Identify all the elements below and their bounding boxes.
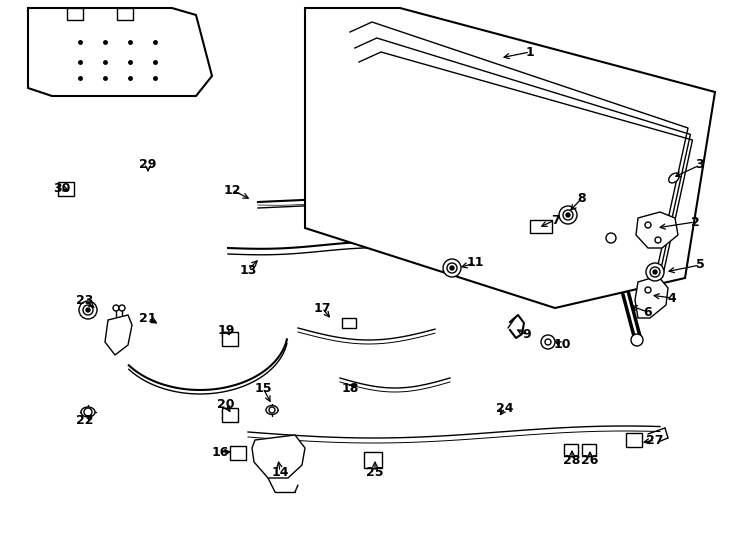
Circle shape bbox=[86, 308, 90, 312]
Text: 11: 11 bbox=[466, 256, 484, 269]
Circle shape bbox=[79, 301, 97, 319]
Text: 2: 2 bbox=[691, 215, 700, 228]
Text: 16: 16 bbox=[211, 446, 229, 458]
Text: 29: 29 bbox=[139, 159, 156, 172]
Text: 4: 4 bbox=[668, 292, 676, 305]
Circle shape bbox=[645, 222, 651, 228]
Circle shape bbox=[119, 305, 125, 311]
Polygon shape bbox=[105, 315, 132, 355]
Bar bbox=[564, 444, 578, 456]
Text: 17: 17 bbox=[313, 301, 331, 314]
Circle shape bbox=[447, 263, 457, 273]
Circle shape bbox=[566, 213, 570, 217]
Text: 23: 23 bbox=[76, 294, 94, 307]
Circle shape bbox=[559, 206, 577, 224]
Bar bbox=[530, 220, 552, 233]
Text: 30: 30 bbox=[54, 181, 70, 194]
Text: 13: 13 bbox=[239, 264, 257, 276]
Text: 20: 20 bbox=[217, 399, 235, 411]
Circle shape bbox=[645, 287, 651, 293]
Circle shape bbox=[563, 210, 573, 220]
Ellipse shape bbox=[266, 406, 278, 415]
Bar bbox=[58, 182, 74, 196]
Text: 25: 25 bbox=[366, 465, 384, 478]
Text: 10: 10 bbox=[553, 339, 571, 352]
Circle shape bbox=[84, 408, 92, 416]
Polygon shape bbox=[28, 8, 212, 96]
Text: 8: 8 bbox=[578, 192, 586, 205]
Circle shape bbox=[545, 339, 551, 345]
Text: 1: 1 bbox=[526, 45, 534, 58]
Bar bbox=[117, 8, 133, 20]
Text: 19: 19 bbox=[217, 323, 235, 336]
Circle shape bbox=[653, 270, 657, 274]
Circle shape bbox=[83, 305, 93, 315]
Text: 6: 6 bbox=[644, 306, 653, 319]
Text: 5: 5 bbox=[696, 259, 705, 272]
Text: 3: 3 bbox=[696, 159, 705, 172]
Circle shape bbox=[650, 267, 660, 277]
Text: 7: 7 bbox=[550, 213, 559, 226]
Circle shape bbox=[269, 407, 275, 413]
Bar bbox=[222, 332, 238, 346]
Text: 28: 28 bbox=[563, 454, 581, 467]
Bar bbox=[230, 446, 246, 460]
Ellipse shape bbox=[81, 407, 95, 417]
Text: 15: 15 bbox=[254, 381, 272, 395]
Text: 21: 21 bbox=[139, 312, 157, 325]
Circle shape bbox=[631, 334, 643, 346]
Polygon shape bbox=[305, 8, 715, 308]
Polygon shape bbox=[636, 212, 678, 248]
Circle shape bbox=[113, 305, 119, 311]
Circle shape bbox=[443, 259, 461, 277]
Bar bbox=[342, 318, 356, 328]
Text: 22: 22 bbox=[76, 414, 94, 427]
Text: 9: 9 bbox=[523, 328, 531, 341]
Bar bbox=[222, 408, 238, 422]
Circle shape bbox=[450, 266, 454, 270]
Text: 24: 24 bbox=[496, 402, 514, 415]
Text: 12: 12 bbox=[223, 184, 241, 197]
Circle shape bbox=[646, 263, 664, 281]
Polygon shape bbox=[252, 435, 305, 478]
Text: 18: 18 bbox=[341, 381, 359, 395]
Polygon shape bbox=[635, 276, 668, 318]
Circle shape bbox=[541, 335, 555, 349]
Bar bbox=[582, 444, 596, 456]
Bar bbox=[364, 452, 382, 468]
Circle shape bbox=[606, 233, 616, 243]
Ellipse shape bbox=[669, 173, 679, 183]
Bar bbox=[67, 8, 83, 20]
Text: 14: 14 bbox=[272, 465, 288, 478]
Bar bbox=[626, 433, 642, 447]
Text: 27: 27 bbox=[646, 434, 664, 447]
Text: 26: 26 bbox=[581, 454, 599, 467]
Circle shape bbox=[655, 237, 661, 243]
